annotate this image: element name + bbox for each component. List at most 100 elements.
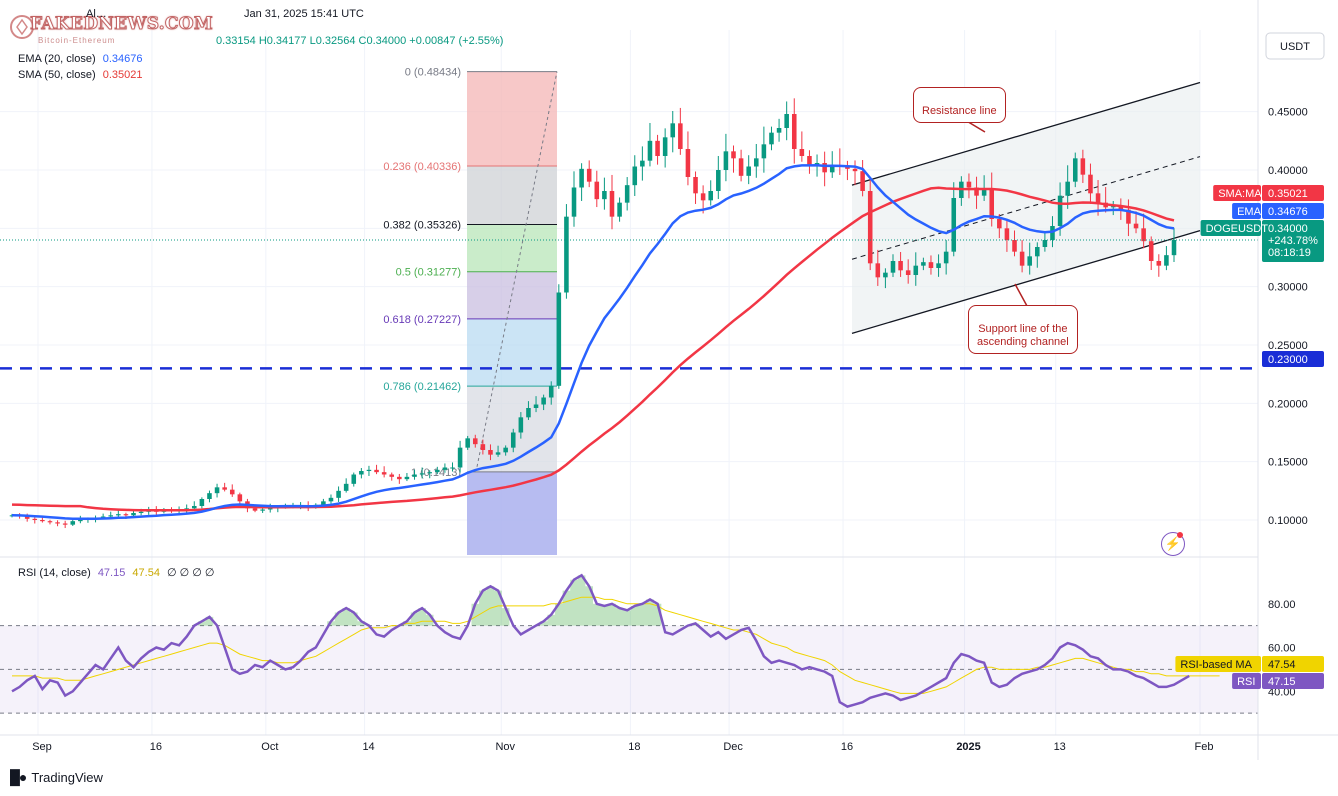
candle-body <box>822 163 827 173</box>
candle-body <box>100 516 106 518</box>
rsi-overbought-fill <box>198 575 700 626</box>
sma-50-line <box>11 186 1175 512</box>
candle-body <box>548 385 554 398</box>
candle-body <box>997 219 1002 229</box>
candle-body <box>267 508 273 510</box>
support-callout[interactable]: Support line of the ascending channel <box>968 305 1078 354</box>
fib-zone <box>467 318 557 387</box>
sma-legend[interactable]: SMA (50, close) 0.35021 <box>18 69 142 81</box>
candle-body <box>427 472 432 474</box>
candle-body <box>503 447 508 453</box>
fib-level-label: 0.5 (0.31277) <box>396 267 461 279</box>
candle-body <box>343 483 349 491</box>
price-tick-label: 0.45000 <box>1268 107 1308 119</box>
price-tick-label: 0.10000 <box>1268 515 1308 527</box>
moving-averages <box>0 163 1258 521</box>
symbol-title: Al… <box>86 8 107 20</box>
ema-price-badge <box>1262 203 1324 219</box>
ema-legend-label: EMA (20, close) <box>18 53 96 65</box>
candle-body <box>374 469 379 473</box>
candle-body <box>974 187 979 196</box>
time-tick-label: Feb <box>1195 741 1214 753</box>
candle-body <box>488 450 493 455</box>
candle-body <box>647 140 653 161</box>
candle-body <box>655 140 660 156</box>
resistance-callout-text: Resistance line <box>922 105 997 117</box>
candle-body <box>1065 181 1070 196</box>
candle-body <box>229 489 235 495</box>
candle-body <box>260 509 265 511</box>
candle-body <box>214 487 220 494</box>
last-price-badge-text: +243.78% <box>1268 235 1318 247</box>
candle-body <box>191 506 197 509</box>
candle-body <box>693 177 698 194</box>
level-price-badge <box>1262 351 1324 367</box>
ema-legend-value: 0.34676 <box>102 53 143 65</box>
candle-body <box>700 193 706 201</box>
candle-body <box>450 467 455 469</box>
candle-body <box>571 187 577 217</box>
ema-legend[interactable]: EMA (20, close) 0.34676 <box>18 53 142 65</box>
lightning-icon[interactable]: ⚡ <box>1161 532 1185 556</box>
sma-legend-label: SMA (50, close) <box>18 69 96 81</box>
candle-body <box>662 137 668 156</box>
candle-body <box>1126 209 1131 224</box>
candle-body <box>564 216 569 293</box>
candle-body <box>754 158 759 167</box>
candle-body <box>905 270 911 275</box>
candle-body <box>640 160 645 167</box>
fib-level-label: 0.618 (0.27227) <box>383 314 461 326</box>
time-tick-label: Oct <box>261 741 278 753</box>
candle-body <box>351 474 357 484</box>
candle-body <box>981 188 987 196</box>
support-pointer <box>1014 283 1028 307</box>
candle-body <box>207 493 212 499</box>
time-tick-label: Sep <box>32 741 52 753</box>
candle-body <box>435 469 440 473</box>
candle-body <box>55 522 60 524</box>
candle-body <box>867 191 873 264</box>
candle-body <box>632 166 638 186</box>
rsi-legend[interactable]: RSI (14, close) 47.15 47.54 ∅ ∅ ∅ ∅ <box>18 566 215 579</box>
fib-level-label: 1 (0.1413) <box>411 467 461 479</box>
datetime: Jan 31, 2025 15:41 UTC <box>244 8 364 20</box>
candle-body <box>678 123 683 149</box>
fib-trend-line <box>476 71 558 467</box>
candle-body <box>24 516 30 519</box>
fib-zone <box>467 71 557 167</box>
candle-body <box>799 149 805 156</box>
candle-body <box>731 151 736 159</box>
candle-body <box>541 397 546 405</box>
price-tick-label: 0.25000 <box>1268 340 1308 352</box>
rsi-badge-text: 47.15 <box>1268 676 1296 688</box>
price-tick-label: 0.20000 <box>1268 398 1308 410</box>
candle-body <box>321 501 326 505</box>
candle-body <box>47 521 53 523</box>
candle-body <box>1004 228 1010 240</box>
support-callout-text: Support line of the ascending channel <box>977 323 1069 348</box>
rsi-tick-label: 40.00 <box>1268 686 1296 698</box>
rsi-badge-tag <box>1232 673 1261 689</box>
time-tick-label: 16 <box>150 741 162 753</box>
resistance-callout[interactable]: Resistance line <box>913 87 1006 123</box>
candle-body <box>1088 174 1093 194</box>
candle-body <box>883 272 888 278</box>
candle-body <box>222 487 227 490</box>
rsi-legend-label: RSI (14, close) <box>18 567 91 579</box>
candle-body <box>556 292 562 386</box>
candle-body <box>237 494 243 502</box>
rsi-pane <box>0 573 1258 714</box>
candle-body <box>1110 206 1116 208</box>
candle-body <box>1118 206 1124 210</box>
candle-body <box>921 262 926 266</box>
candle-body <box>1072 158 1078 182</box>
candle-body <box>936 263 941 268</box>
candle-body <box>1156 261 1162 266</box>
candle-body <box>138 511 144 513</box>
footer[interactable]: █● TradingView <box>10 769 103 785</box>
candle-body <box>989 188 995 219</box>
candle-body <box>890 261 896 273</box>
rsi-tick-label: 80.00 <box>1268 599 1296 611</box>
ema-price-badge-text: 0.34676 <box>1268 206 1308 218</box>
